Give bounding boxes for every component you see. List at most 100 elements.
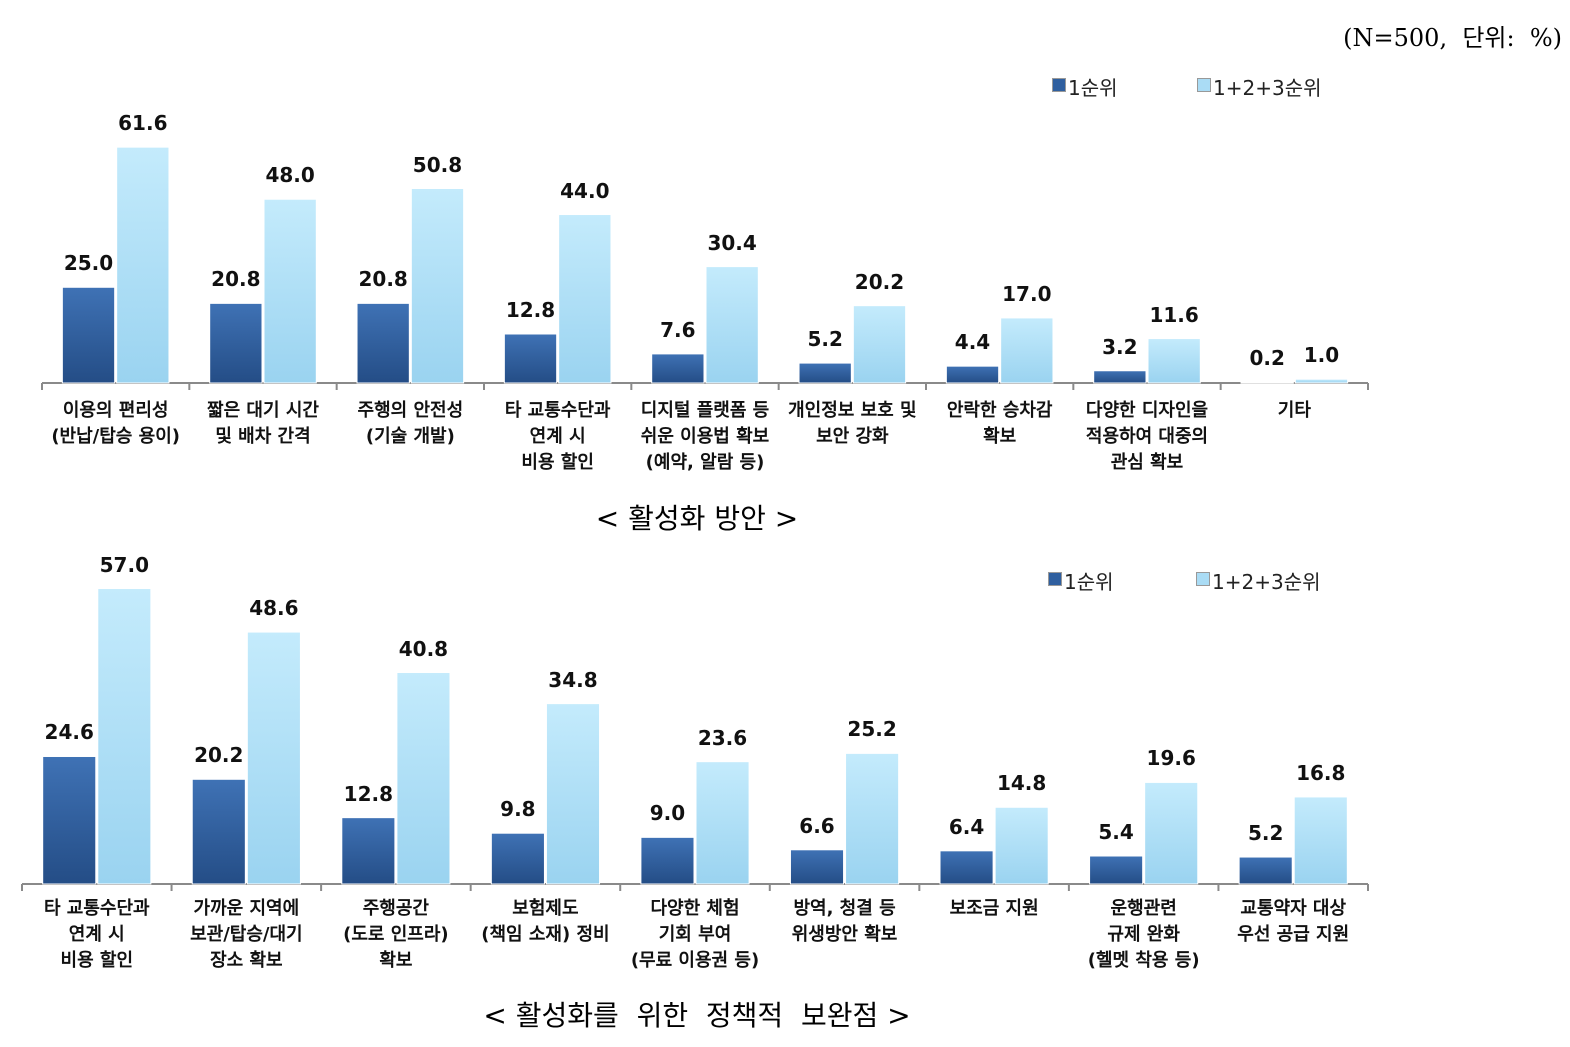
- legend-label: 1+2+3순위: [1213, 76, 1322, 100]
- legend-label: 1순위: [1064, 570, 1114, 594]
- x-tick-label: 타 교통수단과 연계 시 비용 할인: [504, 400, 611, 473]
- bar: [558, 214, 612, 384]
- bar: [356, 302, 410, 384]
- bar: [945, 365, 1000, 384]
- legend-swatch: [1196, 572, 1210, 586]
- value-label: 3.2: [1102, 334, 1138, 359]
- value-label: 25.0: [63, 251, 114, 276]
- bar: [994, 806, 1049, 885]
- value-label: 30.4: [707, 230, 757, 255]
- value-label: 16.8: [1296, 760, 1346, 785]
- legend-label: 1+2+3순위: [1212, 570, 1321, 594]
- bar: [1089, 855, 1144, 885]
- value-label: 6.4: [948, 814, 985, 839]
- x-tick-label: 짧은 대기 시간 및 배차 간격: [207, 400, 319, 447]
- bar: [490, 832, 545, 885]
- value-label: 24.6: [44, 720, 94, 745]
- bar: [789, 849, 845, 885]
- value-label: 7.6: [660, 317, 696, 342]
- bar: [42, 755, 97, 885]
- bar: [191, 778, 246, 885]
- x-tick-label: 안락한 승차감 확보: [946, 400, 1053, 447]
- bar: [1294, 378, 1349, 384]
- legend-swatch: [1048, 572, 1062, 586]
- value-label: 50.8: [412, 152, 463, 177]
- value-label: 34.8: [548, 667, 598, 692]
- note: (N=500, 단위: %): [1343, 24, 1562, 52]
- bar: [852, 305, 907, 384]
- value-label: 5.2: [1247, 821, 1284, 846]
- value-label: 19.6: [1146, 746, 1196, 771]
- value-label: 20.2: [194, 743, 244, 768]
- value-label: 14.8: [996, 771, 1047, 796]
- x-tick-label: 보험제도 (책임 소재) 정비: [481, 898, 610, 945]
- bar: [396, 672, 451, 885]
- x-tick-label: 운행관련 규제 완화 (헬멧 착용 등): [1087, 898, 1200, 971]
- x-tick-label: 개인정보 보호 및 보안 강화: [788, 400, 917, 447]
- chart-title: < 활성화 방안 >: [595, 502, 799, 535]
- value-label: 9.8: [500, 797, 536, 822]
- x-tick-label: 주행공간 (도로 인프라) 확보: [343, 898, 449, 971]
- bar: [1093, 370, 1147, 384]
- x-tick-label: 방역, 청결 등 위생방안 확보: [791, 898, 898, 945]
- x-tick-label: 기타: [1277, 400, 1311, 421]
- value-label: 48.6: [249, 596, 299, 621]
- x-tick-label: 보조금 지원: [949, 898, 1039, 919]
- value-label: 57.0: [99, 552, 149, 577]
- x-tick-label: 디지털 플랫폼 등 쉬운 이용법 확보 (예약, 알람 등): [640, 400, 770, 473]
- bar: [1144, 781, 1199, 885]
- legend-swatch: [1052, 78, 1066, 92]
- bar: [1240, 381, 1294, 384]
- bar: [798, 362, 852, 384]
- bar: [1147, 338, 1201, 384]
- bar: [695, 761, 750, 885]
- bar: [640, 836, 695, 885]
- x-tick-label: 주행의 안전성 (기술 개발): [357, 400, 464, 447]
- value-label: 11.6: [1149, 302, 1199, 327]
- bar: [97, 588, 152, 885]
- value-label: 20.8: [358, 267, 408, 292]
- value-label: 5.2: [807, 327, 843, 352]
- value-label: 17.0: [1002, 281, 1052, 306]
- value-label: 25.2: [847, 717, 897, 742]
- bar: [1000, 317, 1054, 384]
- bar: [61, 286, 116, 384]
- bar: [939, 850, 994, 885]
- bar: [651, 353, 705, 384]
- bar: [209, 302, 263, 384]
- bar: [1238, 856, 1293, 885]
- value-label: 20.2: [854, 269, 905, 294]
- value-label: 4.4: [954, 330, 991, 355]
- x-tick-label: 다양한 체험 기회 부여 (무료 이용권 등): [630, 898, 760, 971]
- value-label: 12.8: [343, 781, 394, 806]
- value-label: 6.6: [799, 813, 835, 838]
- bar: [1293, 796, 1348, 885]
- bar: [116, 146, 170, 384]
- bar: [263, 198, 317, 384]
- value-label: 12.8: [505, 297, 556, 322]
- value-label: 23.6: [697, 725, 748, 750]
- bar: [341, 817, 396, 885]
- value-label: 5.4: [1098, 820, 1134, 844]
- bar: [503, 333, 558, 384]
- x-tick-label: 다양한 디자인을 적용하여 대중의 관심 확보: [1085, 400, 1209, 473]
- value-label: 20.8: [211, 267, 261, 292]
- legend-swatch: [1197, 78, 1211, 92]
- x-tick-label: 가까운 지역에 보관/탑승/대기 장소 확보: [190, 898, 303, 971]
- chart-title: < 활성화를 위한 정책적 보완점 >: [483, 999, 911, 1032]
- x-tick-label: 타 교통수단과 연계 시 비용 할인: [43, 898, 150, 971]
- value-label: 48.0: [265, 163, 315, 188]
- bar: [410, 188, 465, 384]
- x-tick-label: 이용의 편리성 (반납/탑승 용이): [51, 400, 180, 447]
- value-label: 61.6: [118, 111, 168, 136]
- value-label: 1.0: [1303, 343, 1340, 368]
- bar: [246, 631, 301, 885]
- value-label: 44.0: [560, 178, 610, 203]
- value-label: 0.2: [1249, 346, 1285, 371]
- x-tick-label: 교통약자 대상 우선 공급 지원: [1237, 898, 1350, 945]
- legend-label: 1순위: [1068, 76, 1118, 100]
- bar: [545, 703, 601, 885]
- value-label: 9.0: [649, 801, 686, 826]
